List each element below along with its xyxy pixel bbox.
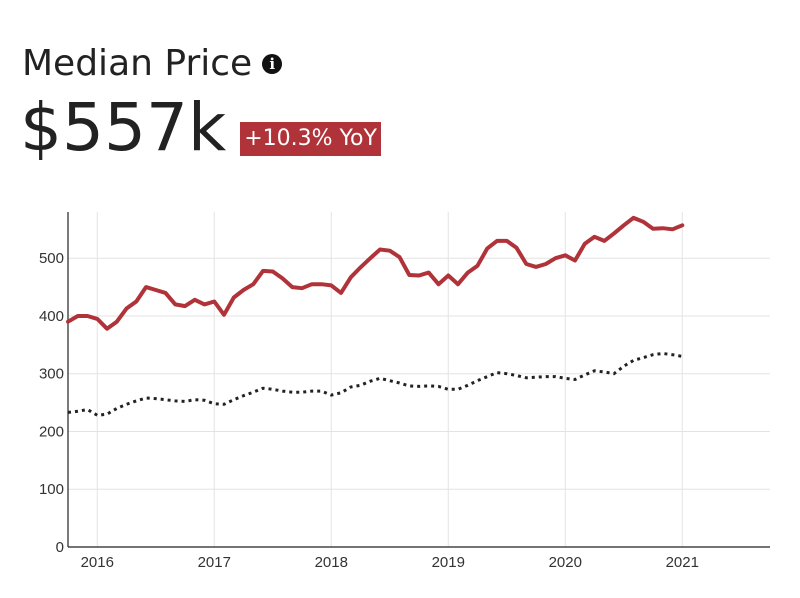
x-tick-label: 2016 [81,554,114,571]
y-tick-label: 300 [39,366,64,383]
x-tick-label: 2019 [432,554,465,571]
y-tick-label: 0 [56,539,64,556]
series-line-solid [66,215,685,331]
yoy-badge: +10.3% YoY [240,122,381,156]
y-tick-label: 400 [39,308,64,325]
y-tick-label: 200 [39,423,64,440]
series-lines [66,215,685,417]
x-tick-labels: 2016 2017 2018 2019 2020 2021 [81,554,699,571]
y-tick-labels: 0 100 200 300 400 500 [39,250,64,556]
y-gridlines [68,257,770,490]
y-tick-label: 100 [39,481,64,498]
title-row: Median Price i [22,40,283,88]
series-line-dotted [67,352,683,417]
headline-value: $557k [20,89,227,166]
x-tick-label: 2020 [549,554,582,571]
info-icon[interactable]: i [262,54,283,74]
x-tick-label: 2018 [315,554,348,571]
y-tick-label: 500 [39,250,64,267]
chart-title: Median Price [22,43,253,84]
x-gridlines [96,212,683,547]
x-tick-label: 2021 [666,554,699,571]
headline-row: $557k +10.3% YoY [20,88,381,168]
axes [67,212,770,548]
x-tick-label: 2017 [198,554,231,571]
